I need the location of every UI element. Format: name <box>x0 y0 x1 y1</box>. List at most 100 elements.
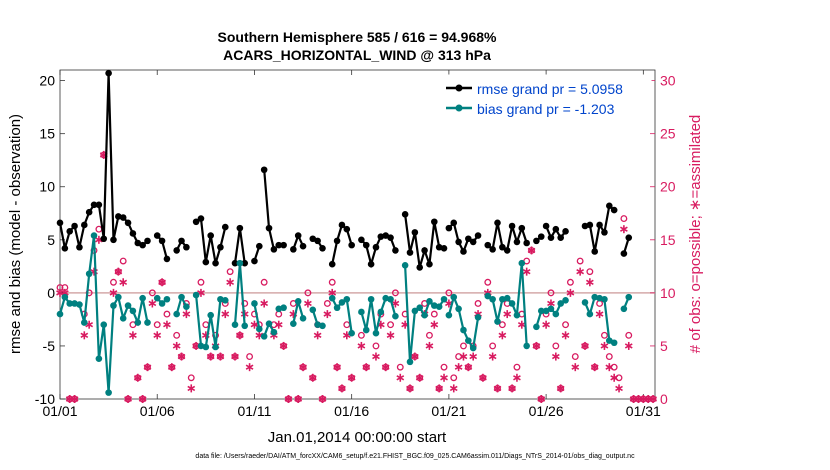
obs-assimilated-marker <box>410 352 419 361</box>
obs-assimilated-marker <box>479 373 487 382</box>
rmse-point <box>411 229 419 236</box>
obs-assimilated-marker <box>493 384 502 393</box>
obs-assimilated-marker <box>464 363 473 372</box>
obs-possible-marker <box>571 353 579 360</box>
bias-point <box>601 295 608 303</box>
rmse-point <box>95 201 103 209</box>
obs-assimilated-marker <box>517 320 526 329</box>
bias-point <box>66 300 74 307</box>
obs-possible-marker <box>119 257 127 265</box>
obs-possible-marker <box>372 342 380 350</box>
obs-assimilated-marker <box>527 246 536 255</box>
bias-point <box>124 302 132 309</box>
obs-assimilated-marker <box>323 310 332 319</box>
rmse-point <box>431 218 438 226</box>
rmse-point <box>197 215 205 222</box>
bias-point <box>372 329 380 337</box>
x-axis-label: Jan.01,2014 00:00:00 start <box>268 429 447 446</box>
obs-assimilated-marker <box>133 373 142 382</box>
obs-possible-marker <box>148 289 156 297</box>
obs-assimilated-marker <box>167 363 176 372</box>
obs-assimilated-marker <box>585 278 594 287</box>
obs-possible-marker <box>625 331 633 339</box>
bias-point <box>465 337 472 344</box>
obs-assimilated-marker <box>338 384 346 393</box>
bias-point <box>338 299 346 306</box>
obs-assimilated-marker <box>114 267 123 276</box>
y2-tick-label: 15 <box>660 232 676 248</box>
obs-assimilated-marker <box>158 278 166 287</box>
obs-assimilated-marker <box>226 278 235 287</box>
bias-point <box>552 310 560 318</box>
bias-point <box>290 320 297 327</box>
bias-point <box>562 297 569 304</box>
rmse-point <box>557 234 564 241</box>
rmse-point <box>445 224 453 232</box>
obs-assimilated-marker <box>347 373 356 382</box>
rmse-point <box>392 247 399 254</box>
rmse-point <box>192 218 200 226</box>
bias-point <box>163 295 171 303</box>
obs-assimilated-marker <box>313 331 322 340</box>
rmse-point <box>547 234 555 241</box>
bias-point <box>503 294 511 302</box>
obs-possible-marker <box>489 342 497 350</box>
rmse-point <box>338 221 346 229</box>
rmse-point <box>606 202 613 210</box>
obs-assimilated-marker <box>600 341 609 350</box>
rmse-point <box>110 236 117 244</box>
rmse-point <box>221 223 229 231</box>
legend-bias-label: bias grand pr = -1.203 <box>477 101 615 117</box>
legend-bias-marker <box>455 104 463 112</box>
chart-title-line1: Southern Hemisphere 585 / 616 = 94.968% <box>218 29 498 45</box>
obs-assimilated-marker <box>206 352 215 361</box>
bias-point <box>129 307 137 315</box>
bias-point <box>85 270 93 278</box>
bias-point <box>508 300 516 307</box>
rmse-point <box>625 234 633 241</box>
bias-point <box>581 299 589 306</box>
obs-possible-marker <box>328 278 336 286</box>
rmse-point <box>416 264 424 271</box>
obs-possible-marker <box>430 310 438 318</box>
rmse-point <box>552 225 560 233</box>
obs-assimilated-marker <box>615 384 623 393</box>
obs-possible-marker <box>226 268 234 276</box>
obs-possible-marker <box>425 331 433 339</box>
obs-assimilated-marker <box>454 363 463 372</box>
rmse-point <box>236 224 244 232</box>
obs-assimilated-marker <box>231 352 239 361</box>
bias-point <box>100 321 108 329</box>
obs-possible-marker <box>513 363 521 371</box>
obs-assimilated-marker <box>620 225 628 234</box>
rmse-point <box>367 260 375 268</box>
x-tick-label: 01/01 <box>42 403 77 419</box>
bias-point <box>76 301 83 308</box>
rmse-point <box>518 224 526 232</box>
obs-possible-marker <box>357 331 365 339</box>
bias-series-line <box>253 303 261 330</box>
obs-possible-marker <box>600 331 608 339</box>
bias-point <box>265 320 273 327</box>
bias-point <box>241 322 249 330</box>
obs-possible-marker <box>547 289 555 297</box>
obs-assimilated-marker <box>119 278 128 287</box>
bias-point <box>406 358 414 366</box>
rmse-point <box>265 224 273 232</box>
obs-assimilated-marker <box>143 363 152 372</box>
rmse-point <box>231 259 239 267</box>
rmse-point <box>440 244 448 252</box>
bias-point <box>236 259 244 267</box>
y2-tick-label: 25 <box>660 126 676 142</box>
rmse-point <box>601 229 608 236</box>
bias-point <box>401 261 409 269</box>
obs-assimilated-marker <box>221 310 230 319</box>
bias-point <box>260 333 268 340</box>
bias-point <box>484 292 492 300</box>
obs-assimilated-marker <box>148 299 157 308</box>
obs-possible-marker <box>445 289 453 297</box>
bias-point <box>173 310 180 318</box>
rmse-point <box>76 243 83 251</box>
